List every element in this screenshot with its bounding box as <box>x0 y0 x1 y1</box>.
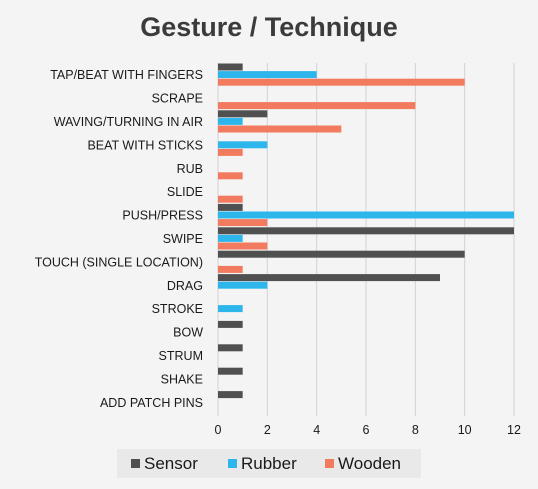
bar-wooden <box>218 102 416 110</box>
category-label: TOUCH (SINGLE LOCATION) <box>35 255 203 269</box>
bar-sensor <box>218 367 243 375</box>
category-label: SCRAPE <box>152 92 203 106</box>
x-tick-label: 0 <box>215 423 222 437</box>
bar-rubber <box>218 305 243 313</box>
bars <box>218 63 514 399</box>
x-tick-label: 12 <box>507 423 521 437</box>
bar-wooden <box>218 78 465 86</box>
category-label: SHAKE <box>161 372 203 386</box>
legend-label-wooden: Wooden <box>338 454 401 473</box>
category-label: SWIPE <box>163 232 203 246</box>
bar-wooden <box>218 265 243 273</box>
category-label: SLIDE <box>167 185 203 199</box>
legend-swatch-wooden <box>325 459 334 468</box>
chart-title: Gesture / Technique <box>140 12 398 42</box>
bar-sensor <box>218 391 243 399</box>
bar-sensor <box>218 227 514 235</box>
bar-rubber <box>218 211 514 219</box>
category-label: DRAG <box>167 279 203 293</box>
bar-rubber <box>218 281 268 289</box>
category-label: STRUM <box>159 349 203 363</box>
bar-rubber <box>218 117 243 125</box>
x-tick-labels: 0 2 4 6 8 10 12 <box>215 423 521 437</box>
bar-rubber <box>218 71 317 79</box>
bar-rubber <box>218 234 243 242</box>
category-label: BEAT WITH STICKS <box>87 138 203 152</box>
category-label: TAP/BEAT WITH FINGERS <box>50 68 203 82</box>
bar-sensor <box>218 344 243 352</box>
x-tick-label: 6 <box>363 423 370 437</box>
legend-swatch-sensor <box>131 459 140 468</box>
category-label: PUSH/PRESS <box>122 209 203 223</box>
x-tick-label: 10 <box>458 423 472 437</box>
legend: Sensor Rubber Wooden <box>117 449 421 478</box>
bar-wooden <box>218 242 268 250</box>
x-tick-label: 8 <box>412 423 419 437</box>
x-tick-label: 4 <box>313 423 320 437</box>
category-label: ADD PATCH PINS <box>100 396 203 410</box>
category-label: WAVING/TURNING IN AIR <box>54 115 203 129</box>
category-label: RUB <box>177 162 203 176</box>
bar-sensor <box>218 110 268 118</box>
bar-rubber <box>218 141 268 149</box>
bar-sensor <box>218 274 440 282</box>
bar-sensor <box>218 250 465 258</box>
category-label: BOW <box>173 326 203 340</box>
legend-box <box>117 449 421 478</box>
legend-label-sensor: Sensor <box>144 454 198 473</box>
x-tick-label: 2 <box>264 423 271 437</box>
bar-wooden <box>218 125 342 133</box>
bar-sensor <box>218 203 243 211</box>
bar-sensor <box>218 63 243 71</box>
bar-wooden <box>218 219 268 227</box>
bar-wooden <box>218 195 243 203</box>
category-labels: TAP/BEAT WITH FINGERS SCRAPE WAVING/TURNIN… <box>35 68 204 410</box>
bar-wooden <box>218 148 243 156</box>
legend-swatch-rubber <box>228 459 237 468</box>
grid-lines <box>217 63 515 416</box>
category-label: STROKE <box>152 302 203 316</box>
legend-label-rubber: Rubber <box>241 454 297 473</box>
bar-wooden <box>218 172 243 180</box>
bar-sensor <box>218 320 243 328</box>
